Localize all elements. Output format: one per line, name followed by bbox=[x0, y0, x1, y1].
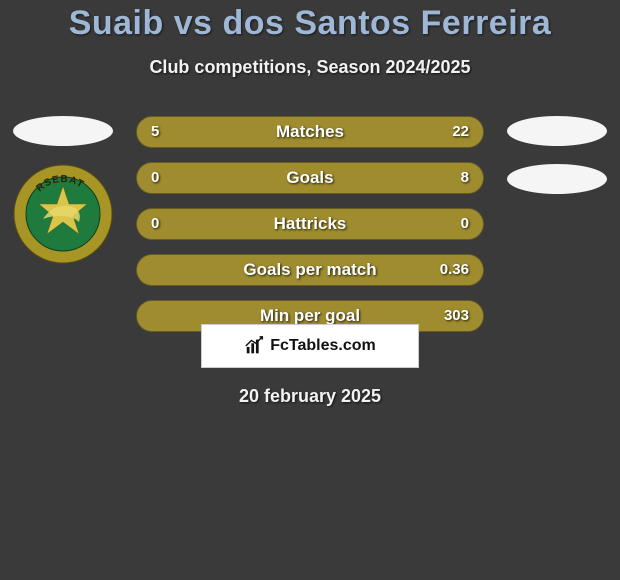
stat-right-value: 303 bbox=[444, 301, 469, 331]
stat-row: 0Hattricks0 bbox=[136, 208, 484, 240]
stat-row: 0Goals8 bbox=[136, 162, 484, 194]
stat-label: Matches bbox=[137, 117, 483, 147]
fctables-label: FcTables.com bbox=[270, 337, 376, 355]
right-player-column bbox=[502, 116, 612, 212]
date-line: 20 february 2025 bbox=[0, 386, 620, 407]
stat-label: Goals bbox=[137, 163, 483, 193]
stat-right-value: 0 bbox=[461, 209, 469, 239]
stat-right-value: 8 bbox=[461, 163, 469, 193]
right-player-photo-placeholder-1 bbox=[507, 116, 607, 146]
stat-label: Hattricks bbox=[137, 209, 483, 239]
stat-row: Goals per match0.36 bbox=[136, 254, 484, 286]
subtitle: Club competitions, Season 2024/2025 bbox=[0, 57, 620, 78]
stat-label: Goals per match bbox=[137, 255, 483, 285]
stat-right-value: 0.36 bbox=[440, 255, 469, 285]
stat-row: 5Matches22 bbox=[136, 116, 484, 148]
left-club-badge: RSEBAT bbox=[13, 164, 113, 264]
stats-block: 5Matches220Goals80Hattricks0Goals per ma… bbox=[136, 116, 484, 346]
left-player-column: RSEBAT bbox=[8, 116, 118, 264]
chart-bars-icon bbox=[244, 335, 266, 357]
stat-right-value: 22 bbox=[452, 117, 469, 147]
page-title: Suaib vs dos Santos Ferreira bbox=[0, 4, 620, 43]
fctables-attribution: FcTables.com bbox=[201, 324, 419, 368]
right-player-photo-placeholder-2 bbox=[507, 164, 607, 194]
left-player-photo-placeholder bbox=[13, 116, 113, 146]
